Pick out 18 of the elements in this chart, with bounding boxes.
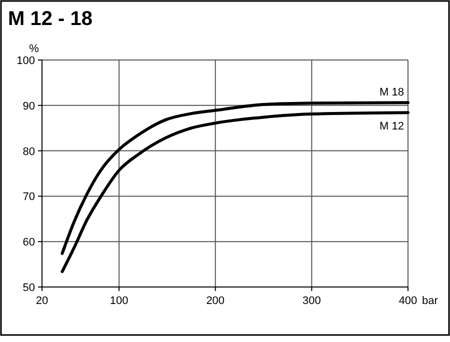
y-tick-label: 50 — [22, 282, 35, 294]
x-axis-title: bar — [422, 295, 438, 307]
x-tick-label: 300 — [302, 295, 321, 307]
series-label: M 18 — [380, 86, 404, 99]
line-series — [60, 101, 410, 255]
y-tick-label: 100 — [16, 55, 35, 67]
x-tick-label: 20 — [36, 295, 48, 307]
y-tick-label: 90 — [22, 100, 35, 112]
chart-title: M 12 - 18 — [8, 8, 92, 30]
line-series — [60, 111, 410, 274]
series-label: M 12 — [380, 120, 404, 133]
y-tick-label: 60 — [22, 236, 35, 249]
x-tick-label: 400 — [398, 295, 418, 307]
x-tick-label: 200 — [206, 295, 225, 307]
y-tick-label: 70 — [22, 191, 35, 204]
y-tick-label: 80 — [22, 146, 35, 158]
y-axis-title: % — [29, 43, 40, 55]
x-tick-label: 100 — [110, 295, 128, 307]
